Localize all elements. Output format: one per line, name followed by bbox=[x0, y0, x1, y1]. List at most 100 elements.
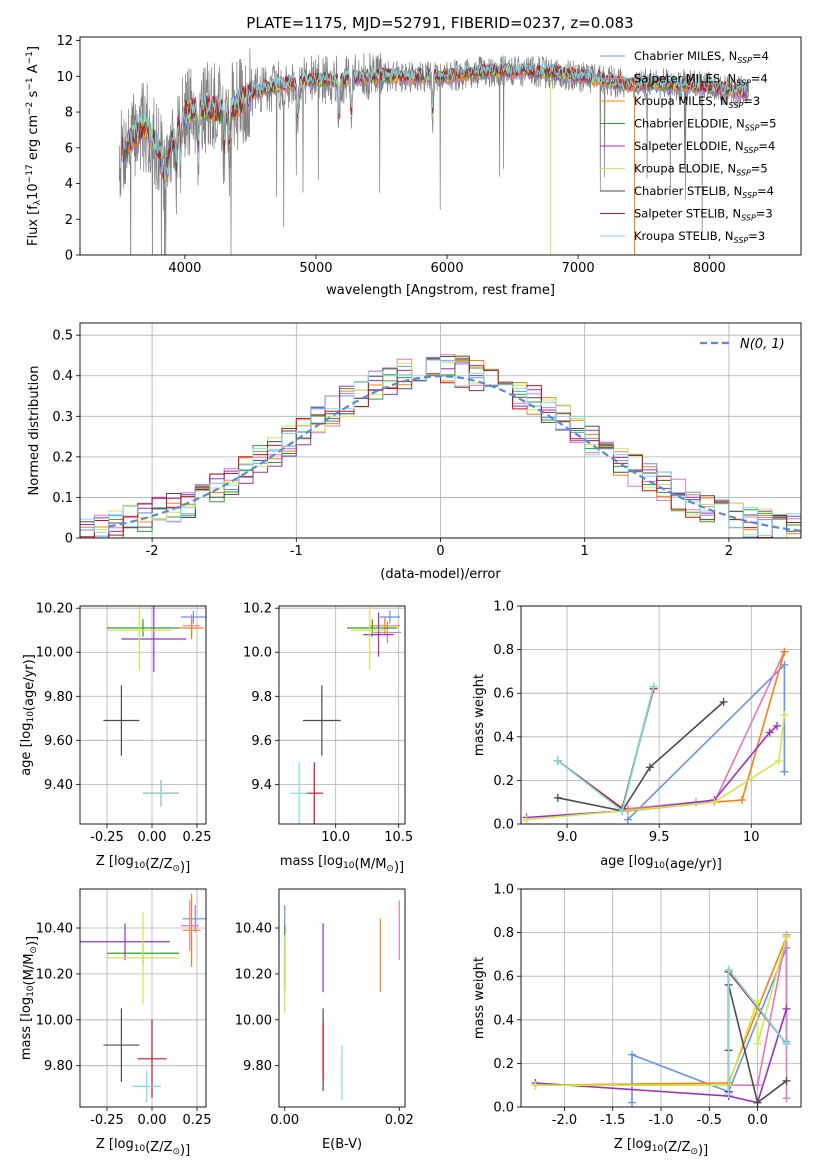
legend-label: Salpeter ELODIE, NSSP=4 bbox=[634, 139, 775, 155]
axes-frame bbox=[520, 888, 802, 1108]
series-marker bbox=[782, 1094, 791, 1103]
errorbar-points bbox=[290, 606, 402, 824]
series-marker bbox=[531, 1081, 540, 1090]
y-tick-label: 9.60 bbox=[44, 734, 73, 749]
legend-value: =4 bbox=[752, 49, 769, 63]
label-superscript: −1 bbox=[25, 77, 35, 90]
legend-subscript: SSP bbox=[736, 169, 751, 178]
label-part: )] bbox=[180, 860, 190, 875]
y-tick-label: 1.0 bbox=[493, 600, 514, 615]
y-tick-label: 9.80 bbox=[44, 1059, 73, 1074]
label-part: )] bbox=[25, 936, 40, 946]
axes-frame bbox=[79, 36, 802, 256]
y-tick-label: 8 bbox=[65, 106, 73, 121]
y-tick-label: 0.2 bbox=[493, 1057, 514, 1072]
y-tick-label: 10.2 bbox=[243, 602, 272, 617]
series-line bbox=[557, 701, 725, 812]
legend-value: =5 bbox=[751, 162, 768, 176]
y-tick-label: 9.8 bbox=[251, 690, 272, 705]
series-marker bbox=[780, 660, 789, 669]
x-tick-label: -0.25 bbox=[90, 1113, 124, 1128]
label-subscript: ⊙ bbox=[29, 946, 39, 954]
label-subscript: ⊙ bbox=[172, 864, 180, 874]
legend-subscript: SSP bbox=[736, 79, 751, 88]
y-tick-label: 0.3 bbox=[52, 410, 73, 425]
ticks: -0.25 0.00 0.25 9.40 9.60 9.80 10.00 10.20 bbox=[36, 602, 212, 845]
series-marker bbox=[628, 1098, 637, 1107]
y-tick-label: 0.0 bbox=[493, 818, 514, 833]
x-axis-label: age [log10(age/yr)] bbox=[600, 854, 722, 872]
axes-frame bbox=[278, 888, 406, 1108]
y-tick-label: 10.20 bbox=[235, 967, 272, 982]
errorbar-point bbox=[369, 617, 400, 635]
x-tick-label: 10.0 bbox=[321, 830, 350, 845]
x-tick-label: 0.25 bbox=[183, 830, 212, 845]
errorbar-point bbox=[347, 619, 398, 637]
x-tick-label: 7000 bbox=[562, 261, 595, 276]
y-tick-label: 0.8 bbox=[493, 926, 514, 941]
y-axis-label: mass weight bbox=[472, 957, 487, 1039]
legend-label: Chabrier STELIB, NSSP=4 bbox=[634, 184, 774, 200]
y-tick-label: 0.0 bbox=[493, 1101, 514, 1116]
label-part: 10 bbox=[26, 183, 41, 200]
x-tick-label: -1 bbox=[290, 544, 303, 559]
series-marker bbox=[553, 793, 562, 802]
series-marker bbox=[782, 1004, 791, 1013]
label-part: (age/yr)] bbox=[22, 654, 37, 711]
ticks: 10.0 10.5 9.4 9.6 9.8 10.0 10.2 bbox=[243, 602, 413, 845]
series-lines bbox=[522, 647, 789, 824]
errorbar-point bbox=[137, 1019, 167, 1098]
series-marker bbox=[753, 996, 762, 1005]
y-tick-label: 10.20 bbox=[36, 602, 73, 617]
y-tick-label: 10.40 bbox=[36, 922, 73, 937]
errorbar-point bbox=[121, 606, 187, 673]
axes-frame bbox=[520, 605, 802, 825]
series-marker bbox=[765, 728, 774, 737]
legend: Chabrier MILES, NSSP=4 Salpeter MILES, NS… bbox=[600, 49, 776, 245]
label-part: age [ bbox=[19, 742, 34, 775]
label-subscript: λ bbox=[33, 199, 43, 205]
y-tick-label: 0.5 bbox=[52, 329, 73, 344]
legend-value: =4 bbox=[758, 139, 775, 153]
label-part: (Z/Z bbox=[145, 1140, 172, 1155]
series-marker bbox=[724, 965, 733, 974]
errorbar-points bbox=[103, 606, 206, 807]
series-marker bbox=[628, 1050, 637, 1059]
label-part: log bbox=[632, 1137, 652, 1152]
x-axis-label: Z [log10(Z/Z⊙)] bbox=[614, 1137, 708, 1158]
legend-subscript: SSP bbox=[741, 214, 756, 223]
panel-age-vs-mass: 10.0 10.5 9.4 9.6 9.8 10.0 10.2 mass [log10(M/M… bbox=[243, 602, 413, 875]
x-tick-label: -2 bbox=[146, 544, 159, 559]
legend-value: =5 bbox=[760, 117, 777, 131]
y-tick-label: 2 bbox=[65, 213, 73, 228]
errorbar-point bbox=[132, 1070, 161, 1103]
x-tick-label: 1 bbox=[581, 544, 589, 559]
label-part: log bbox=[634, 854, 654, 869]
y-tick-label: 0.2 bbox=[493, 774, 514, 789]
legend-label: Kroupa STELIB, NSSP=3 bbox=[634, 229, 765, 245]
y-tick-label: 10.00 bbox=[36, 646, 73, 661]
y-tick-label: 9.40 bbox=[44, 778, 73, 793]
label-subscript: 10 bbox=[134, 1144, 146, 1154]
y-tick-label: 10.20 bbox=[36, 967, 73, 982]
label-part: E(B-V) bbox=[322, 1137, 362, 1152]
y-tick-label: 9.80 bbox=[243, 1059, 272, 1074]
errorbar-point bbox=[107, 619, 179, 637]
series-marker bbox=[738, 796, 747, 805]
ticks: 4000 5000 6000 7000 8000 0 2 4 6 8 10 12 bbox=[56, 34, 725, 276]
x-tick-label: 0.00 bbox=[270, 1113, 299, 1128]
series-marker bbox=[773, 721, 782, 730]
label-part: erg cm bbox=[26, 115, 41, 164]
y-axis-label: Normed distribution bbox=[27, 366, 42, 496]
label-subscript: 10 bbox=[653, 861, 665, 871]
axes-frame bbox=[79, 605, 207, 825]
gridlines bbox=[80, 606, 206, 824]
label-part: log bbox=[114, 854, 134, 869]
y-tick-label: 10.40 bbox=[235, 922, 272, 937]
x-tick-label: 0.25 bbox=[183, 1113, 212, 1128]
series-marker bbox=[710, 798, 719, 807]
legend-subscript: SSP bbox=[744, 146, 759, 155]
label-part: (Z/Z bbox=[663, 1140, 690, 1155]
errorbar-point bbox=[182, 893, 201, 968]
